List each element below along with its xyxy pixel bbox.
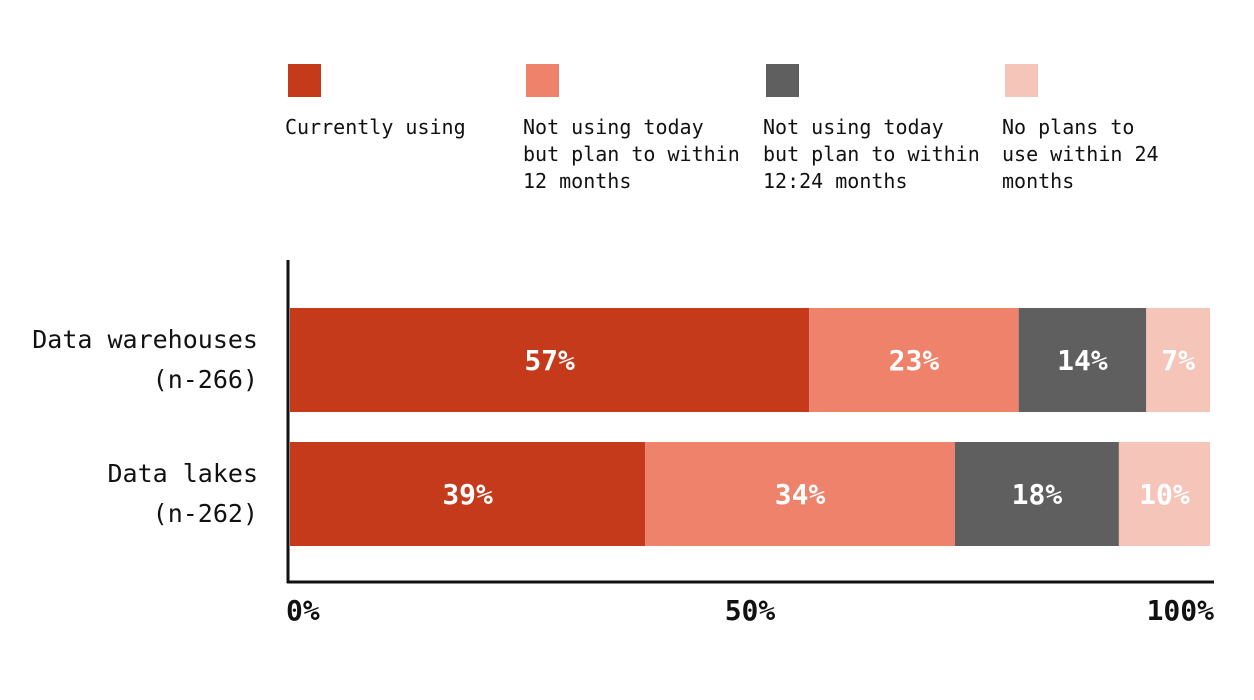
legend-swatch (1005, 64, 1038, 97)
bar-segment (1146, 308, 1210, 412)
bar-segment (290, 442, 646, 546)
category-label: Data lakes (107, 459, 258, 488)
data-label: 14% (1057, 344, 1108, 377)
bar-segment (1018, 308, 1147, 412)
x-tick-label: 0% (286, 594, 320, 627)
legend-swatch (766, 64, 799, 97)
bars-group: 57% 23% 14% 7% 39% 34% 18% 10% (290, 308, 1210, 546)
legend-item-currently-using: Currently using (285, 64, 515, 141)
legend: Currently using Not using today but plan… (0, 0, 1254, 220)
bar-segment (809, 308, 1019, 412)
bar-segment (645, 442, 955, 546)
legend-item-plan-12-months: Not using today but plan to within 12 mo… (523, 64, 753, 195)
legend-label: Not using today but plan to within 12:24… (763, 115, 980, 193)
category-label: Data warehouses (32, 325, 258, 354)
data-label: 57% (524, 344, 575, 377)
data-label: 39% (442, 478, 493, 511)
bar-segment (1118, 442, 1210, 546)
data-label: 34% (775, 478, 826, 511)
x-tick-label: 100% (1147, 594, 1215, 627)
legend-label: Not using today but plan to within 12 mo… (523, 115, 740, 193)
legend-label: Currently using (285, 115, 466, 139)
legend-item-no-plans: No plans to use within 24 months (1002, 64, 1232, 195)
bar-segment (954, 442, 1119, 546)
data-label: 7% (1161, 344, 1195, 377)
x-tick-label: 50% (725, 594, 776, 627)
data-label: 23% (889, 344, 940, 377)
legend-item-plan-12-24-months: Not using today but plan to within 12:24… (763, 64, 993, 195)
bar-segment (290, 308, 810, 412)
data-label: 10% (1139, 478, 1190, 511)
category-sample-size: (n-266) (153, 365, 258, 394)
x-tick-labels: 0% 50% 100% (286, 594, 1214, 627)
legend-label: No plans to use within 24 months (1002, 115, 1159, 193)
legend-swatch (526, 64, 559, 97)
legend-swatch (288, 64, 321, 97)
category-labels: Data warehouses (n-266) Data lakes (n-262) (32, 325, 258, 528)
category-sample-size: (n-262) (153, 499, 258, 528)
data-label: 18% (1012, 478, 1063, 511)
